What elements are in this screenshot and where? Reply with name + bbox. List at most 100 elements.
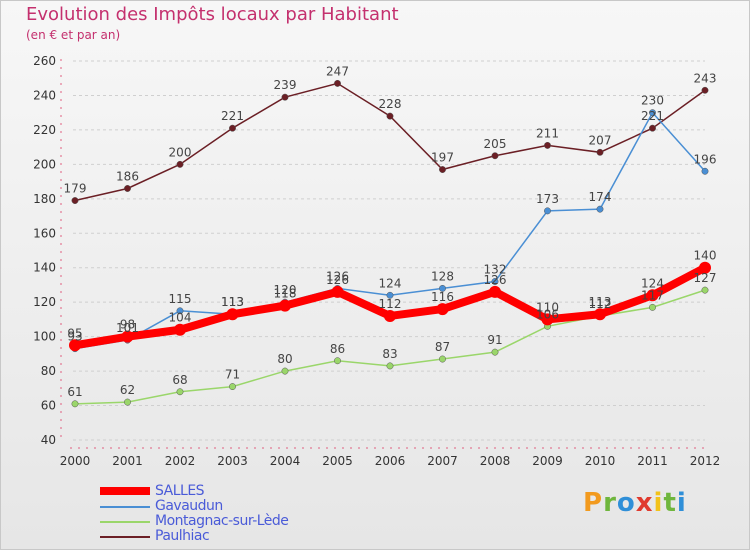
- data-label: 127: [694, 271, 717, 285]
- chart-title: Evolution des Impôts locaux par Habitant: [26, 4, 399, 25]
- data-point: [649, 303, 656, 311]
- y-tick-label: 120: [33, 295, 56, 309]
- y-tick-label: 40: [41, 433, 56, 447]
- logo-letter: o: [616, 488, 636, 518]
- logo-letter: i: [653, 488, 664, 518]
- x-tick-label: 2001: [112, 454, 143, 468]
- x-tick-label: 2005: [322, 454, 353, 468]
- data-point: [176, 160, 184, 168]
- data-label: 93: [67, 330, 82, 344]
- legend-swatch: [100, 521, 150, 523]
- y-tick-label: 160: [33, 226, 56, 240]
- data-label: 113: [589, 295, 612, 309]
- legend-item: Paulhiac: [100, 528, 350, 544]
- y-tick-label: 140: [33, 261, 56, 275]
- data-point: [489, 285, 501, 298]
- y-tick-label: 220: [33, 123, 56, 137]
- data-label: 228: [379, 97, 402, 111]
- logo-letter: t: [663, 488, 677, 518]
- data-point: [701, 286, 709, 294]
- data-label: 113: [221, 295, 244, 309]
- data-label: 61: [67, 385, 82, 399]
- data-point: [121, 330, 134, 343]
- data-label: 230: [641, 94, 664, 108]
- data-label: 207: [589, 133, 612, 147]
- data-label: 221: [641, 109, 664, 123]
- data-label: 211: [536, 126, 559, 140]
- data-point: [439, 355, 446, 363]
- legend-item: SALLES: [100, 483, 350, 499]
- data-label: 196: [694, 152, 717, 166]
- data-label: 104: [169, 311, 192, 325]
- y-tick-label: 200: [33, 157, 56, 171]
- data-point: [334, 357, 341, 365]
- data-point: [491, 348, 499, 356]
- data-label: 112: [379, 297, 402, 311]
- data-point: [281, 93, 289, 101]
- data-label: 174: [589, 190, 612, 204]
- data-point: [69, 339, 81, 352]
- data-point: [596, 205, 604, 213]
- data-label: 80: [277, 352, 292, 366]
- data-label: 124: [379, 276, 402, 290]
- legend-swatch: [100, 506, 150, 508]
- data-label: 118: [274, 287, 297, 301]
- data-point: [386, 112, 394, 120]
- y-tick-label: 80: [41, 364, 56, 378]
- legend-label: Paulhiac: [155, 528, 210, 544]
- data-point: [649, 124, 656, 132]
- y-tick-label: 260: [33, 54, 56, 68]
- data-point: [436, 303, 449, 316]
- x-tick-label: 2002: [165, 454, 196, 468]
- data-point: [649, 109, 656, 117]
- x-tick-label: 2003: [217, 454, 248, 468]
- data-label: 86: [330, 342, 345, 356]
- data-label: 132: [484, 263, 507, 277]
- logo-letter: x: [635, 488, 654, 518]
- x-tick-label: 2010: [585, 454, 616, 468]
- data-point: [124, 398, 131, 406]
- data-point: [281, 367, 289, 375]
- data-point: [279, 299, 291, 312]
- data-point: [334, 79, 341, 87]
- data-label: 106: [536, 307, 559, 321]
- data-point: [176, 388, 184, 396]
- x-tick-label: 2004: [270, 454, 301, 468]
- data-point: [544, 141, 551, 149]
- data-label: 197: [431, 151, 454, 165]
- data-label: 115: [169, 292, 192, 306]
- x-tick-label: 2009: [532, 454, 563, 468]
- logo-letter: P: [583, 488, 604, 518]
- data-label: 98: [120, 318, 135, 332]
- data-label: 71: [225, 368, 240, 382]
- data-label: 117: [641, 288, 664, 302]
- data-label: 247: [326, 64, 349, 78]
- data-label: 179: [64, 182, 87, 196]
- data-label: 112: [589, 297, 612, 311]
- legend-label: Montagnac-sur-Lède: [155, 513, 289, 529]
- data-point: [229, 383, 236, 391]
- data-point: [541, 313, 554, 326]
- data-point: [439, 166, 446, 173]
- data-label: 124: [641, 276, 664, 290]
- legend-item: Montagnac-sur-Lède: [100, 513, 350, 529]
- data-label: 243: [694, 71, 717, 85]
- data-label: 101: [116, 321, 139, 335]
- data-label: 126: [326, 273, 349, 287]
- data-point: [701, 167, 709, 175]
- legend-label: Gavaudun: [155, 498, 223, 514]
- data-point: [71, 400, 79, 408]
- y-tick-label: 60: [41, 399, 56, 413]
- data-point: [176, 307, 184, 315]
- data-label: 239: [274, 78, 297, 92]
- proxiti-logo: Proxiti: [583, 488, 687, 518]
- data-point: [71, 197, 79, 204]
- data-label: 140: [694, 249, 717, 263]
- data-label: 113: [221, 295, 244, 309]
- data-point: [226, 308, 239, 321]
- data-point: [491, 152, 499, 160]
- data-label: 120: [274, 283, 297, 297]
- legend-swatch: [100, 487, 150, 495]
